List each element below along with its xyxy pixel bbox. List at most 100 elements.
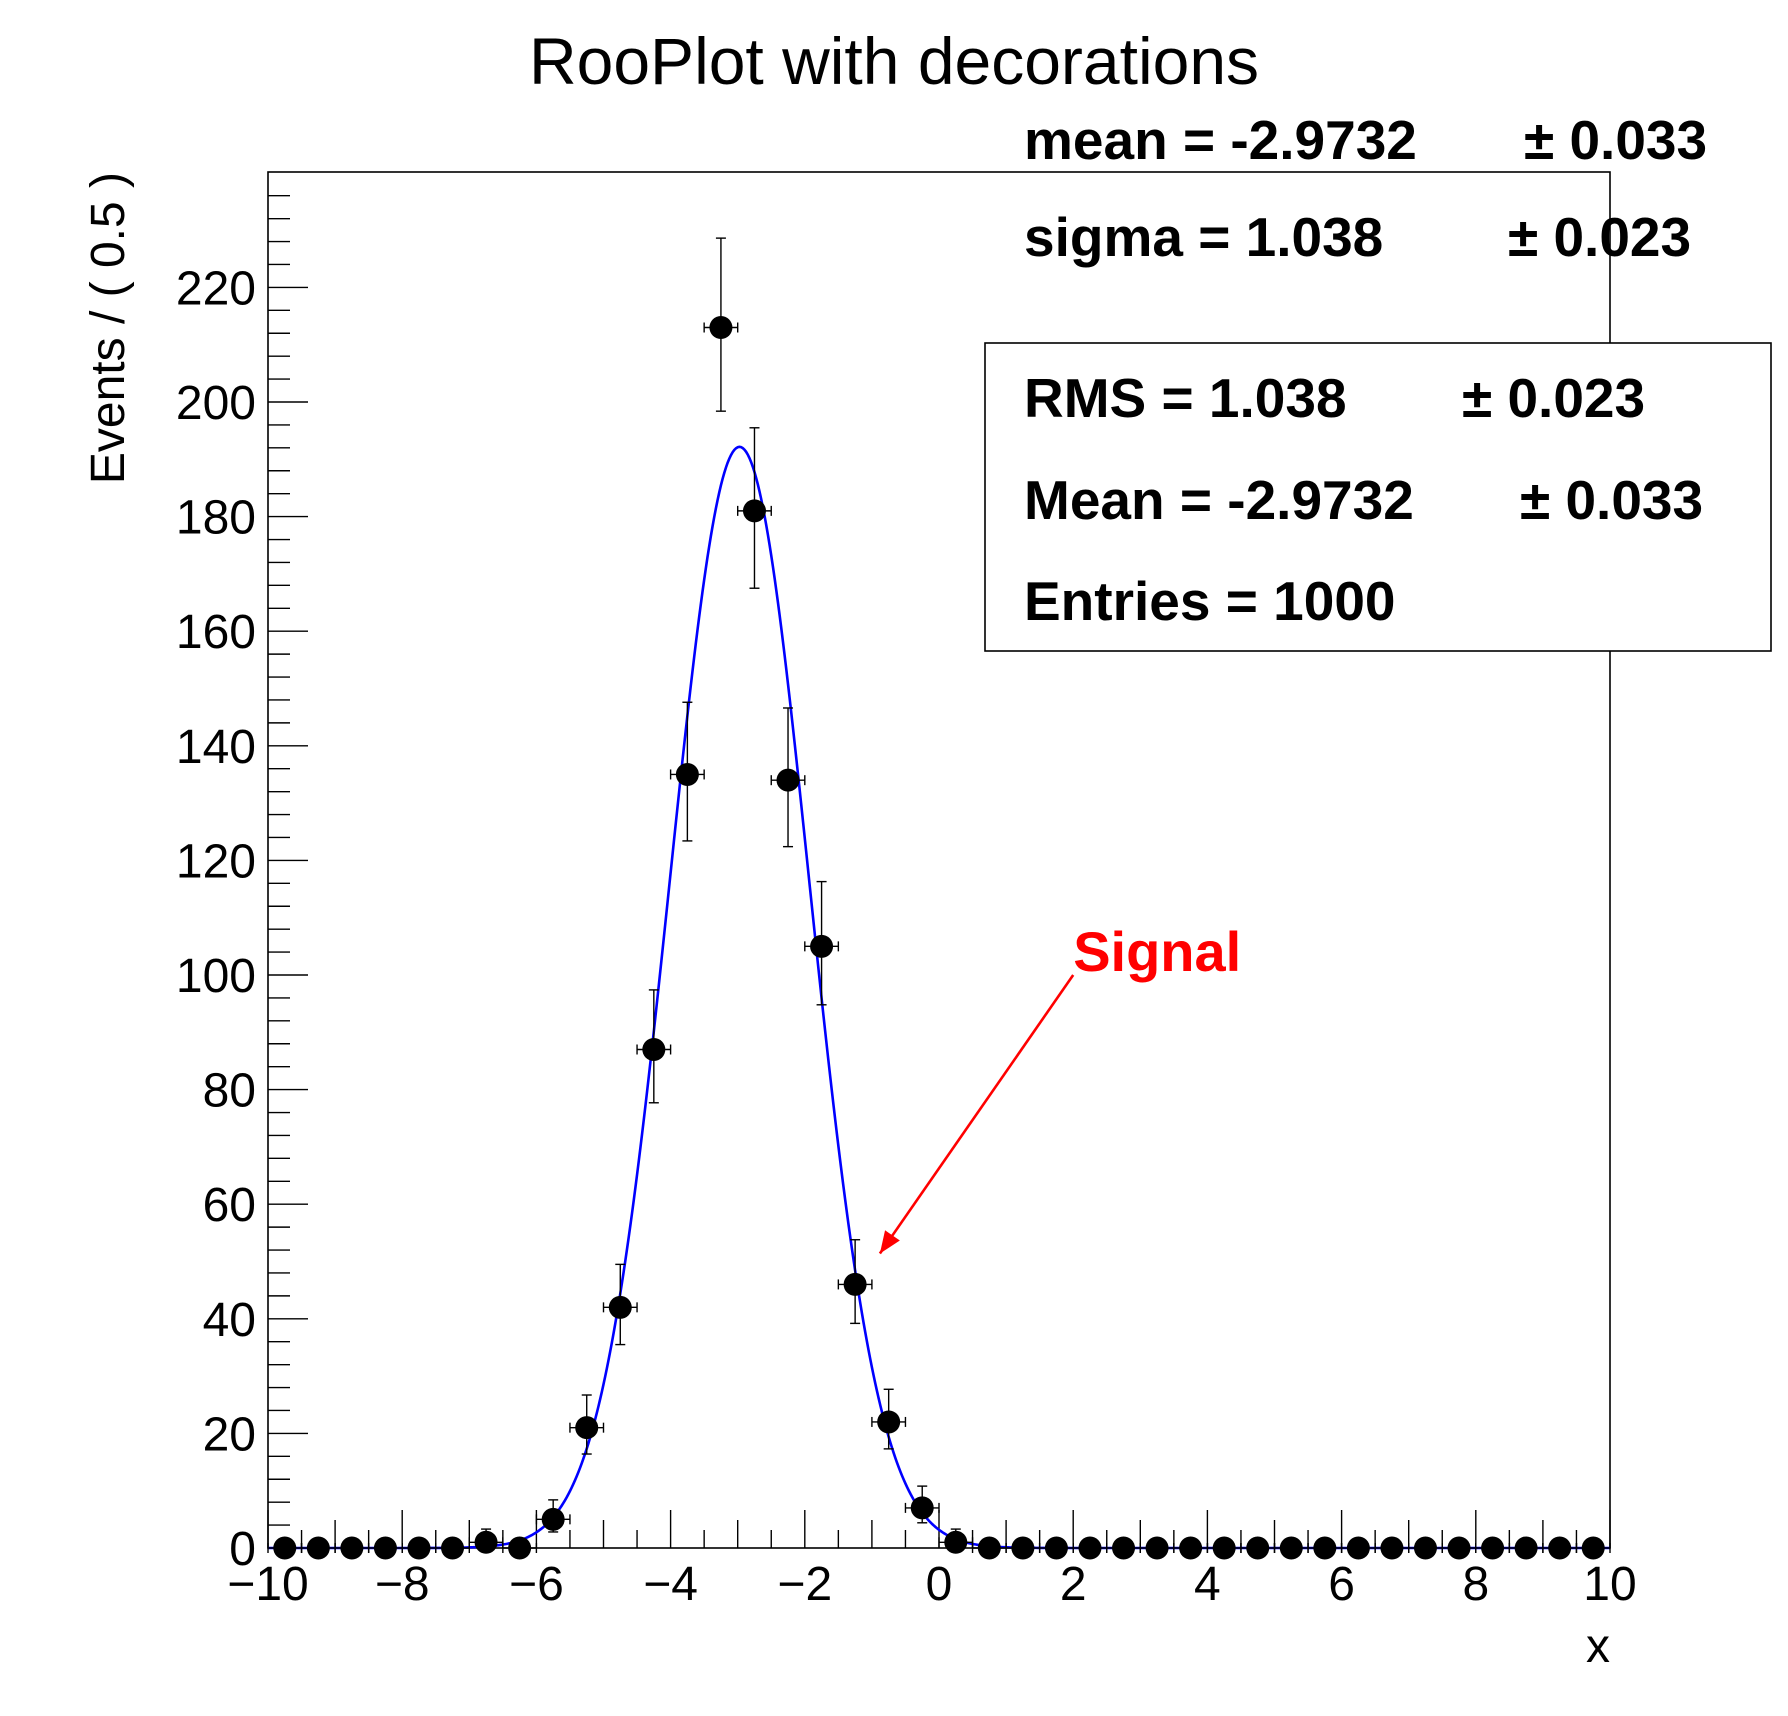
data-point [971, 1536, 1007, 1560]
param-box: mean = -2.9732 ± 0.033 sigma = 1.038 ± 0.02… [1024, 109, 1707, 268]
data-marker [642, 1037, 666, 1061]
data-point [502, 1536, 538, 1560]
data-marker [977, 1536, 1001, 1560]
data-marker [1313, 1536, 1337, 1560]
data-marker [306, 1536, 330, 1560]
annotation-label: Signal [1073, 920, 1241, 983]
data-point [1005, 1536, 1041, 1560]
data-point [770, 707, 806, 848]
data-point [602, 1263, 638, 1346]
data-marker [776, 768, 800, 792]
data-marker [1548, 1536, 1572, 1560]
x-tick-label: 8 [1462, 1558, 1489, 1611]
data-point [1441, 1536, 1477, 1560]
y-tick-label: 60 [203, 1179, 256, 1232]
data-point [401, 1536, 437, 1560]
param-sigma-error: ± 0.023 [1508, 206, 1691, 268]
data-marker [340, 1536, 364, 1560]
y-tick-label: 160 [176, 606, 256, 659]
data-point [334, 1536, 370, 1560]
x-tick-label: −4 [643, 1558, 698, 1611]
data-point [367, 1536, 403, 1560]
data-point [938, 1528, 974, 1554]
y-tick-label: 40 [203, 1294, 256, 1347]
y-tick-label: 20 [203, 1408, 256, 1461]
y-tick-label: 180 [176, 492, 256, 545]
data-point [569, 1394, 605, 1455]
data-point [267, 1536, 303, 1560]
data-marker [1380, 1536, 1404, 1560]
param-sigma-value: sigma = 1.038 [1024, 206, 1383, 268]
data-point [669, 701, 705, 842]
data-point [871, 1388, 907, 1450]
data-point [1072, 1536, 1108, 1560]
y-tick-label: 120 [176, 835, 256, 888]
data-point [435, 1536, 470, 1560]
data-marker [1179, 1536, 1203, 1560]
data-point [1273, 1536, 1309, 1560]
data-marker [675, 762, 699, 786]
data-marker [877, 1410, 901, 1434]
data-points [267, 237, 1611, 1560]
data-point [468, 1528, 504, 1554]
data-marker [1145, 1536, 1169, 1560]
data-marker [1212, 1536, 1236, 1560]
y-tick-label: 100 [176, 950, 256, 1003]
x-tick-label: −10 [227, 1558, 308, 1611]
data-marker [1581, 1536, 1605, 1560]
stats-mean-value: Mean = -2.9732 [1024, 469, 1414, 531]
stats-rms-error: ± 0.023 [1462, 367, 1645, 429]
stats-box-frame [984, 342, 1772, 652]
x-tick-label: 2 [1060, 1558, 1087, 1611]
data-point [737, 427, 772, 589]
data-marker [608, 1295, 632, 1319]
data-point [703, 237, 739, 412]
data-point [300, 1536, 336, 1560]
data-point [1407, 1536, 1443, 1560]
data-marker [1011, 1536, 1035, 1560]
data-marker [742, 499, 766, 523]
y-tick-label: 220 [176, 262, 256, 315]
data-point [837, 1239, 873, 1325]
data-marker [1481, 1536, 1505, 1560]
stats-box: RMS = 1.038 ± 0.023 Mean = -2.9732 ± 0.033 E… [984, 342, 1772, 652]
data-point [1106, 1536, 1142, 1560]
data-marker [810, 934, 834, 958]
data-marker [1514, 1536, 1538, 1560]
annotation-arrow [878, 974, 1075, 1255]
data-point [636, 989, 672, 1104]
y-tick-label: 80 [203, 1065, 256, 1118]
stats-rms-value: RMS = 1.038 [1024, 367, 1347, 429]
y-axis-title: Events / ( 0.5 ) [82, 172, 135, 484]
y-tick-label: 0 [229, 1523, 256, 1576]
data-marker [1447, 1536, 1471, 1560]
data-point [1575, 1536, 1611, 1560]
axes: −10 −8 −6 −4 −2 0 2 4 6 8 100204060801001201401601… [176, 195, 1637, 1611]
data-marker [407, 1536, 431, 1560]
stats-entries-value: Entries = 1000 [1024, 570, 1396, 632]
x-tick-label: 4 [1194, 1558, 1221, 1611]
signal-annotation: Signal [878, 920, 1241, 1255]
data-point [1139, 1536, 1175, 1560]
data-point [1542, 1536, 1578, 1560]
x-tick-label: −6 [509, 1558, 564, 1611]
data-point [1240, 1536, 1276, 1560]
data-marker [541, 1507, 565, 1531]
data-point [804, 880, 840, 1006]
data-point [1206, 1536, 1242, 1560]
data-marker [373, 1536, 397, 1560]
data-point [904, 1485, 940, 1524]
param-mean-value: mean = -2.9732 [1024, 109, 1417, 171]
data-point [1173, 1536, 1209, 1560]
param-mean-error: ± 0.033 [1524, 109, 1707, 171]
data-point [1340, 1536, 1376, 1560]
x-tick-label: −2 [777, 1558, 832, 1611]
data-point [1374, 1536, 1410, 1560]
data-marker [1246, 1536, 1270, 1560]
data-marker [1112, 1536, 1136, 1560]
data-marker [944, 1530, 968, 1554]
data-marker [575, 1416, 599, 1440]
y-tick-label: 140 [176, 721, 256, 774]
data-marker [843, 1272, 867, 1296]
chart-title: RooPlot with decorations [529, 24, 1259, 98]
